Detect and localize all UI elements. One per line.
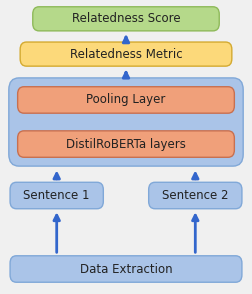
FancyBboxPatch shape — [9, 78, 243, 166]
FancyBboxPatch shape — [18, 87, 234, 113]
Text: Sentence 1: Sentence 1 — [23, 189, 90, 202]
FancyBboxPatch shape — [10, 182, 103, 209]
FancyBboxPatch shape — [18, 131, 234, 157]
Text: DistilRoBERTa layers: DistilRoBERTa layers — [66, 138, 186, 151]
Text: Data Extraction: Data Extraction — [80, 263, 172, 275]
FancyBboxPatch shape — [149, 182, 242, 209]
FancyBboxPatch shape — [10, 256, 242, 282]
FancyBboxPatch shape — [33, 7, 219, 31]
FancyBboxPatch shape — [20, 42, 232, 66]
Text: Relatedness Score: Relatedness Score — [72, 12, 180, 25]
Text: Pooling Layer: Pooling Layer — [86, 93, 166, 106]
Text: Relatedness Metric: Relatedness Metric — [70, 48, 182, 61]
Text: Sentence 2: Sentence 2 — [162, 189, 229, 202]
